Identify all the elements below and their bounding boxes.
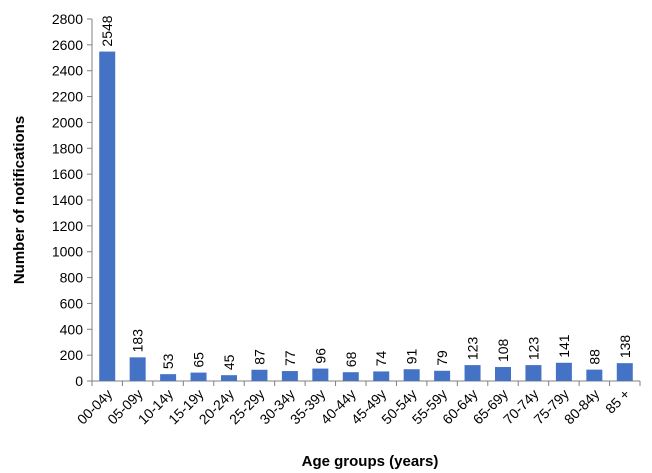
x-axis-title: Age groups (years): [302, 453, 439, 470]
data-label: 123: [525, 337, 541, 361]
data-label: 53: [160, 353, 176, 369]
bar: [99, 51, 116, 382]
bar: [434, 370, 451, 381]
y-tick-label: 2000: [52, 114, 83, 130]
data-label: 87: [251, 349, 267, 365]
data-label: 96: [312, 348, 328, 364]
y-tick-label: 2400: [52, 63, 83, 79]
bar: [160, 374, 177, 381]
y-tick-label: 200: [60, 347, 84, 363]
y-tick-label: 1200: [52, 218, 83, 234]
bar: [464, 365, 481, 381]
bar: [312, 368, 329, 381]
data-label: 68: [343, 351, 359, 367]
data-label: 65: [191, 352, 207, 368]
y-tick-label: 600: [60, 295, 84, 311]
data-label: 91: [404, 348, 420, 364]
data-label: 2548: [99, 15, 115, 46]
bar: [221, 375, 237, 381]
data-label: 77: [282, 350, 298, 366]
y-axis-title: Number of notifications: [11, 116, 28, 284]
data-label: 183: [130, 329, 146, 353]
data-label: 79: [434, 350, 450, 366]
y-tick-label: 800: [60, 270, 84, 286]
data-label: 45: [221, 354, 237, 370]
x-axis: 00-04y05-09y10-14y15-19y20-24y25-29y30-3…: [74, 380, 641, 428]
bars: [99, 51, 633, 382]
y-tick-label: 400: [60, 321, 84, 337]
y-tick-label: 2800: [52, 11, 83, 27]
bar: [555, 362, 572, 381]
x-tick-label: 85 +: [602, 386, 633, 417]
bar: [403, 369, 420, 381]
bar: [495, 367, 511, 381]
bar: [129, 357, 146, 381]
bar: [251, 369, 268, 381]
bar: [373, 371, 390, 381]
bar: [190, 372, 207, 381]
bar: [342, 372, 359, 381]
y-axis: 0 200 400 600 800 1000 1200 1400 1600 1800 2000 220…: [52, 11, 93, 389]
data-label: 138: [617, 335, 633, 359]
y-tick-label: 1600: [52, 166, 83, 182]
data-label: 74: [373, 351, 389, 367]
y-tick-label: 0: [75, 373, 83, 389]
bar: [586, 369, 603, 381]
data-label: 108: [495, 338, 511, 362]
data-label: 88: [586, 349, 602, 365]
bar: [281, 371, 298, 381]
y-tick-label: 2600: [52, 37, 83, 53]
data-labels: 2548 183 53 65 45 87 77 96 68 74 91 79 123 108 123 141 8…: [99, 15, 633, 370]
bar: [525, 365, 542, 381]
data-label: 123: [465, 337, 481, 361]
x-tick-label: 80-84y: [561, 386, 603, 428]
y-tick-label: 1000: [52, 244, 83, 260]
bar: [616, 363, 633, 381]
y-tick-label: 1400: [52, 192, 83, 208]
y-tick-label: 2200: [52, 89, 83, 105]
data-label: 141: [556, 334, 572, 358]
y-tick-label: 1800: [52, 140, 83, 156]
